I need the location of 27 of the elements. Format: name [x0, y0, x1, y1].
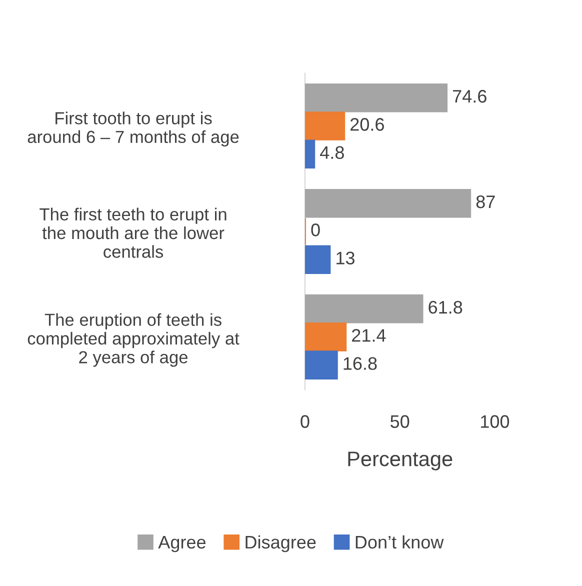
data-label: 13	[336, 252, 354, 264]
data-label: 4.8	[320, 146, 344, 159]
data-label: 16.8	[344, 357, 377, 370]
bar	[304, 83, 448, 112]
data-label: 87	[476, 195, 495, 208]
bar	[304, 322, 347, 352]
data-label: 21.4	[352, 329, 386, 342]
data-label: 74.6	[452, 90, 486, 103]
x-tick-label: 50	[390, 415, 410, 428]
legend-label: Don’t know	[356, 535, 444, 549]
bar	[304, 245, 331, 274]
data-label: 61.8	[428, 300, 462, 314]
bar	[304, 350, 338, 380]
x-tick-label: 100	[481, 415, 510, 428]
bar	[304, 294, 424, 324]
x-axis-title: Percentage	[348, 452, 452, 470]
y-tick-label: First tooth to erupt is around 6 – 7 months of age	[28, 112, 239, 146]
bar	[304, 188, 472, 218]
y-tick-label: The eruption of teeth is completed approximately at 2 years of age	[28, 313, 240, 367]
data-label: 0	[311, 224, 320, 236]
legend-label: Disagree	[246, 535, 316, 552]
x-tick-label: 0	[300, 415, 310, 428]
data-label: 20.6	[350, 118, 384, 131]
bar	[304, 140, 316, 169]
legend-label: Agree	[158, 536, 206, 552]
y-tick-label: The first teeth to erupt in the mouth are the lower centrals	[40, 208, 226, 258]
bar	[304, 112, 346, 140]
